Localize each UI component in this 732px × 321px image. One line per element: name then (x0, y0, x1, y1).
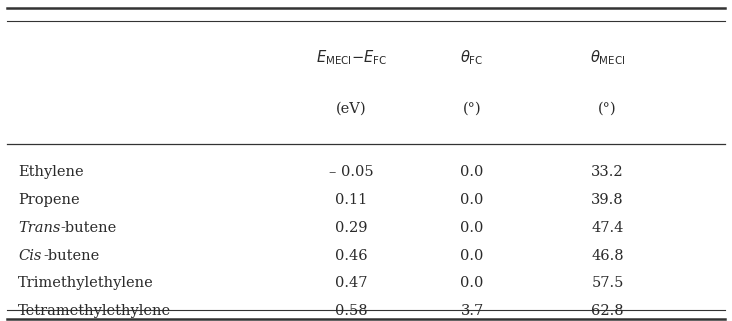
Text: 0.29: 0.29 (335, 221, 367, 235)
Text: 3.7: 3.7 (460, 304, 484, 318)
Text: $\theta_{\mathrm{FC}}$: $\theta_{\mathrm{FC}}$ (460, 48, 484, 67)
Text: Tetramethylethylene: Tetramethylethylene (18, 304, 171, 318)
Text: -butene: -butene (60, 221, 116, 235)
Text: 0.0: 0.0 (460, 248, 484, 263)
Text: Cis: Cis (18, 248, 42, 263)
Text: 39.8: 39.8 (591, 193, 624, 207)
Text: 0.47: 0.47 (335, 276, 367, 291)
Text: $E_{\mathrm{MECI}}{-}E_{\mathrm{FC}}$: $E_{\mathrm{MECI}}{-}E_{\mathrm{FC}}$ (315, 48, 387, 67)
Text: 0.0: 0.0 (460, 165, 484, 179)
Text: 33.2: 33.2 (591, 165, 624, 179)
Text: Propene: Propene (18, 193, 80, 207)
Text: -butene: -butene (44, 248, 100, 263)
Text: $\theta_{\mathrm{MECI}}$: $\theta_{\mathrm{MECI}}$ (590, 48, 625, 67)
Text: (°): (°) (598, 102, 617, 116)
Text: 0.46: 0.46 (335, 248, 367, 263)
Text: 57.5: 57.5 (591, 276, 624, 291)
Text: Trans: Trans (18, 221, 61, 235)
Text: 0.58: 0.58 (335, 304, 367, 318)
Text: 46.8: 46.8 (591, 248, 624, 263)
Text: Trimethylethylene: Trimethylethylene (18, 276, 154, 291)
Text: – 0.05: – 0.05 (329, 165, 373, 179)
Text: 0.0: 0.0 (460, 193, 484, 207)
Text: 0.11: 0.11 (335, 193, 367, 207)
Text: (°): (°) (463, 102, 482, 116)
Text: (eV): (eV) (336, 102, 367, 116)
Text: 0.0: 0.0 (460, 221, 484, 235)
Text: 62.8: 62.8 (591, 304, 624, 318)
Text: 0.0: 0.0 (460, 276, 484, 291)
Text: 47.4: 47.4 (591, 221, 624, 235)
Text: Ethylene: Ethylene (18, 165, 84, 179)
